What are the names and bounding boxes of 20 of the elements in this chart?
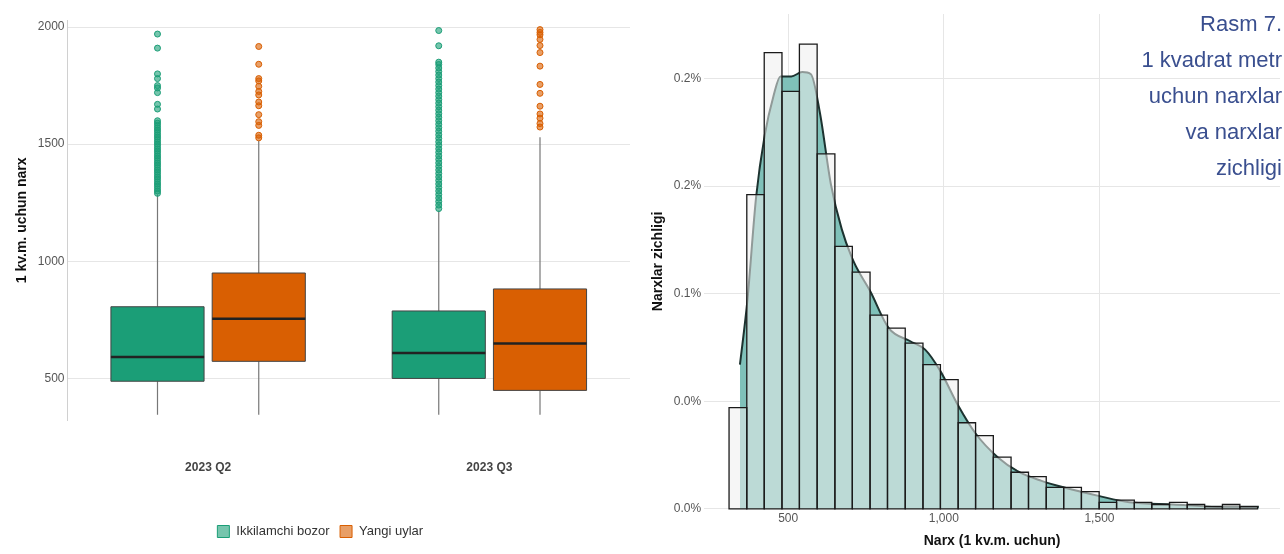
y-axis-title: Narxlar zichligi bbox=[649, 211, 666, 312]
y-axis-title: 1 kv.m. uchun narx bbox=[13, 157, 30, 284]
y-tick-label: 1500 bbox=[37, 136, 65, 151]
y-tick-label: 1000 bbox=[37, 253, 65, 268]
x-tick-label: 1,500 bbox=[1084, 511, 1115, 526]
legend-label: Ikkilamchi bozor bbox=[236, 523, 331, 539]
x-tick-label: 1,000 bbox=[928, 511, 960, 526]
y-tick-label: 0.2% bbox=[673, 70, 702, 85]
legend-label: Yangi uylar bbox=[359, 523, 424, 539]
y-tick-label: 0.0% bbox=[673, 501, 702, 516]
text: Rasm 7. 1 kvadrat metr uchun narxlar va narxlar zichligi bbox=[1141, 10, 1282, 182]
x-axis-title: Narx (1 kv.m. uchun) bbox=[923, 532, 1061, 549]
y-tick-label: 2000 bbox=[37, 19, 65, 34]
x-tick-label: 500 bbox=[778, 511, 799, 526]
x-tick-label: 2023 Q2 bbox=[185, 460, 232, 475]
y-tick-label: 0.2% bbox=[673, 178, 702, 193]
y-tick-label: 0.1% bbox=[673, 285, 702, 300]
y-tick-label: 500 bbox=[44, 370, 65, 385]
y-tick-label: 0.0% bbox=[673, 393, 702, 408]
x-tick-label: 2023 Q3 bbox=[466, 460, 513, 475]
